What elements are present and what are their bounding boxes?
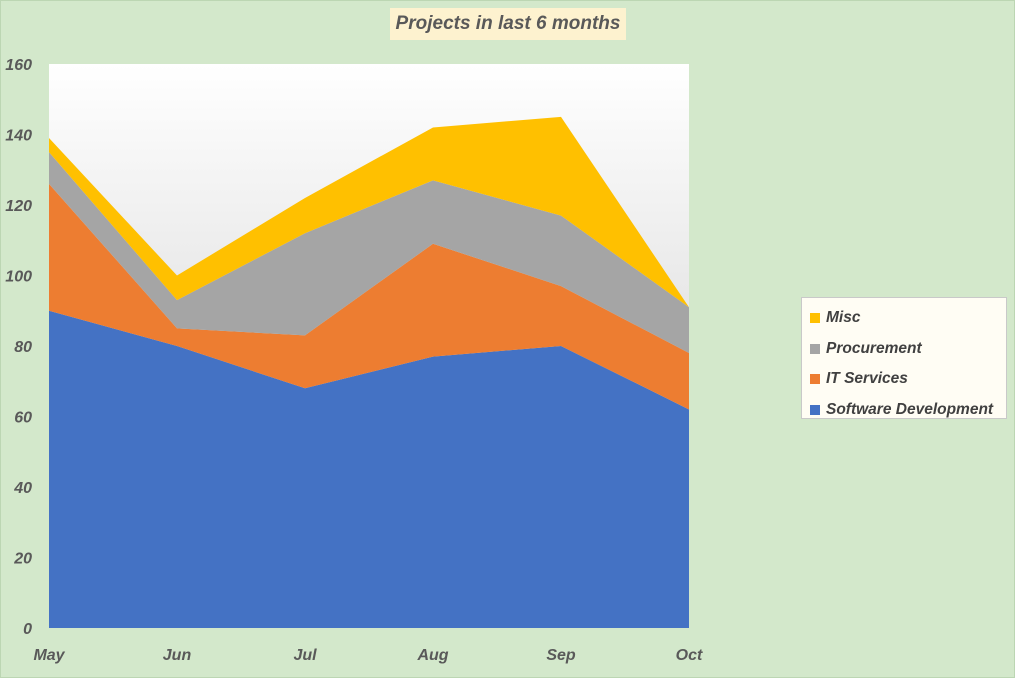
legend-item: Software Development xyxy=(802,395,1006,426)
legend-swatch xyxy=(810,404,820,415)
y-tick-label: 160 xyxy=(5,57,32,74)
y-tick-label: 60 xyxy=(14,410,32,427)
legend-label: Software Development xyxy=(826,400,994,418)
chart-title: Projects in last 6 months xyxy=(390,8,626,40)
x-tick-label: Jul xyxy=(293,647,317,664)
legend-item: Misc xyxy=(802,303,1006,334)
x-tick-label: Sep xyxy=(546,647,576,664)
x-tick-label: Oct xyxy=(676,647,703,664)
legend-swatch xyxy=(810,313,820,324)
legend-label: Misc xyxy=(826,309,861,327)
area-series-3 xyxy=(49,116,689,308)
legend-swatch xyxy=(810,374,820,385)
area-series-1 xyxy=(49,183,689,410)
legend-item: IT Services xyxy=(802,364,1006,395)
legend-label: IT Services xyxy=(826,370,908,388)
y-tick-label: 0 xyxy=(23,621,32,638)
y-tick-label: 120 xyxy=(5,198,32,215)
x-tick-label: Aug xyxy=(416,647,448,664)
legend-swatch xyxy=(810,343,820,354)
x-tick-label: May xyxy=(33,647,65,664)
y-tick-label: 20 xyxy=(13,551,32,568)
y-tick-label: 40 xyxy=(13,480,32,497)
legend-item: Procurement xyxy=(802,334,1006,365)
area-series-0 xyxy=(49,310,689,628)
legend: Misc Procurement IT Services Software Devel… xyxy=(801,297,1007,419)
y-tick-label: 100 xyxy=(5,269,32,286)
y-tick-label: 80 xyxy=(14,339,32,356)
y-tick-label: 140 xyxy=(5,128,32,145)
legend-label: Procurement xyxy=(826,339,922,357)
area-series-2 xyxy=(49,152,689,354)
x-tick-label: Jun xyxy=(163,647,192,664)
